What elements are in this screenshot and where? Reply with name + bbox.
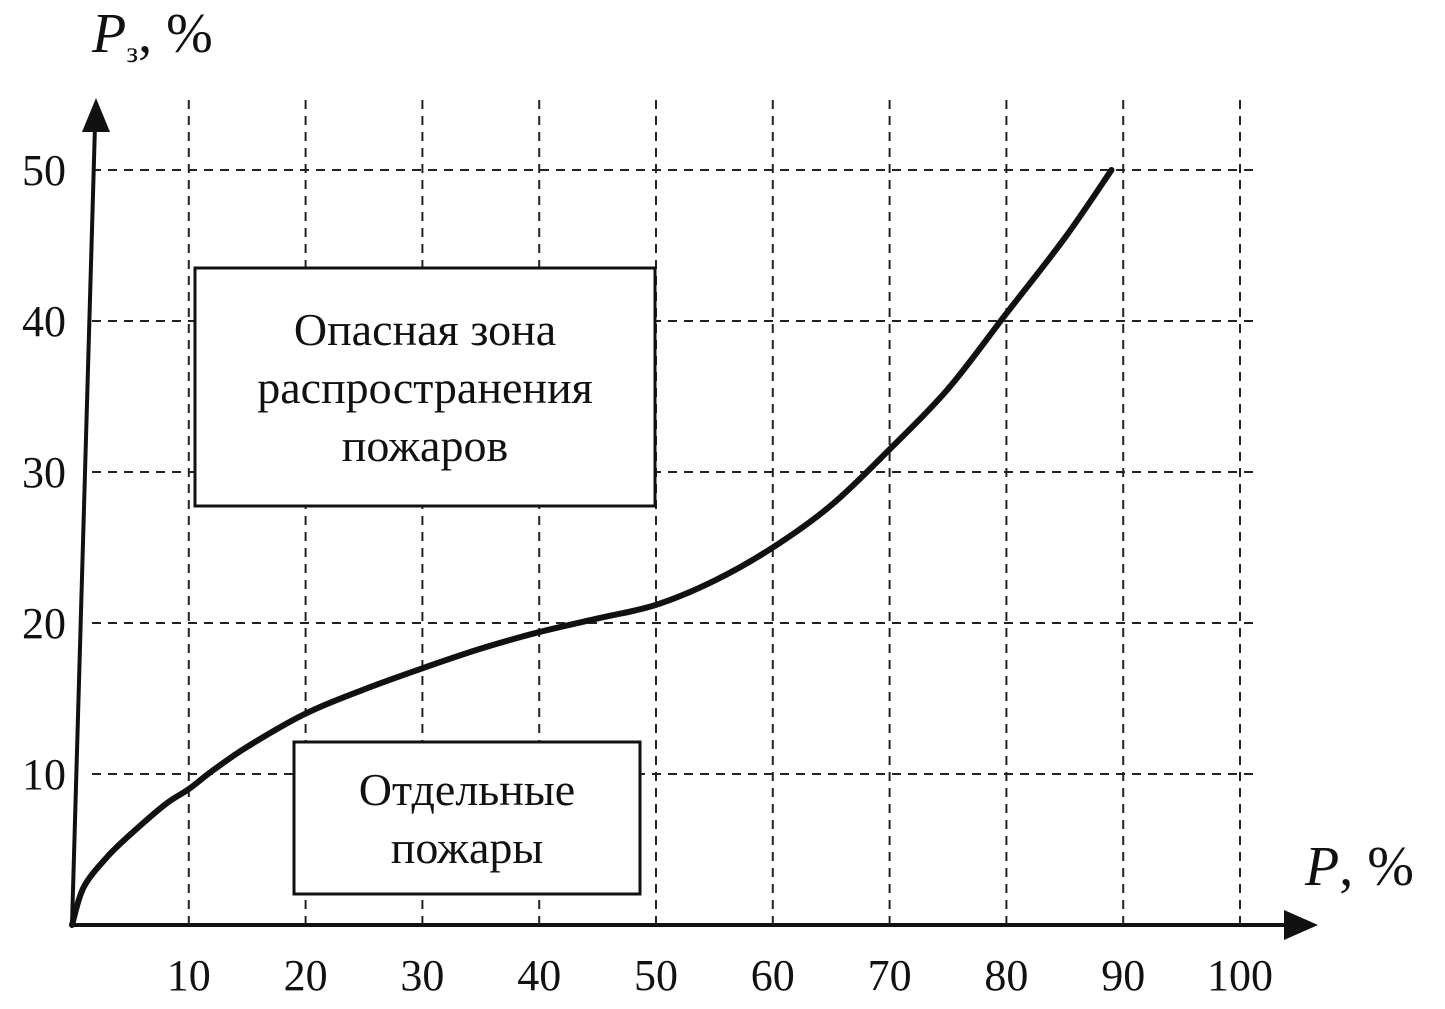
x-tick-label-20: 20 [284, 951, 328, 1000]
curve [69, 167, 1115, 928]
axes [70, 98, 1318, 940]
danger-zone-box-frame [193, 266, 657, 508]
danger-zone-label-line-1: Опасная зона [294, 304, 556, 355]
x-tick-label-50: 50 [634, 951, 678, 1000]
x-axis-symbol: P [1304, 836, 1339, 898]
y-tick-label-20: 20 [22, 599, 66, 648]
x-tick-label-30: 30 [400, 951, 444, 1000]
separate-fires-label-line-2: пожары [391, 822, 544, 873]
y-axis-line [70, 124, 97, 926]
separate-fires-label-line-1: Отдельные [359, 764, 575, 815]
x-tick-label-100: 100 [1207, 951, 1273, 1000]
separate-fires-box: Отдельные пожары [292, 740, 642, 896]
y-axis-arrow [82, 98, 110, 132]
x-axis-arrow [1284, 910, 1318, 940]
danger-zone-label-line-2: распространения [257, 362, 593, 413]
series-curve [69, 167, 1115, 928]
x-tick-label-10: 10 [167, 951, 211, 1000]
x-tick-label-60: 60 [751, 951, 795, 1000]
danger-zone-label-line-3: пожаров [342, 420, 508, 471]
x-tick-label-80: 80 [984, 951, 1028, 1000]
x-tick-label-70: 70 [868, 951, 912, 1000]
separate-fires-box-frame [292, 740, 642, 896]
y-axis-subscript: з [126, 36, 138, 69]
danger-zone-box: Опасная зона распространения пожаров [193, 266, 657, 508]
x-tick-label-40: 40 [517, 951, 561, 1000]
x-axis-unit: , % [1339, 836, 1414, 898]
zone-boxes: Опасная зона распространения пожаров Отдель… [193, 266, 657, 896]
grid [92, 100, 1255, 925]
x-tick-label-90: 90 [1101, 951, 1145, 1000]
y-tick-label-40: 40 [22, 297, 66, 346]
y-tick-label-50: 50 [22, 146, 66, 195]
y-tick-label-10: 10 [22, 750, 66, 799]
y-axis-unit: , % [138, 3, 213, 65]
tick-labels: 10 20 30 40 50 60 70 80 90 100 10 20 30 40 50 [22, 146, 1273, 1000]
y-tick-label-30: 30 [22, 448, 66, 497]
y-axis-symbol: P [91, 3, 126, 65]
y-axis-label: Pз, % [91, 3, 213, 69]
x-axis-label: P, % [1304, 836, 1414, 898]
